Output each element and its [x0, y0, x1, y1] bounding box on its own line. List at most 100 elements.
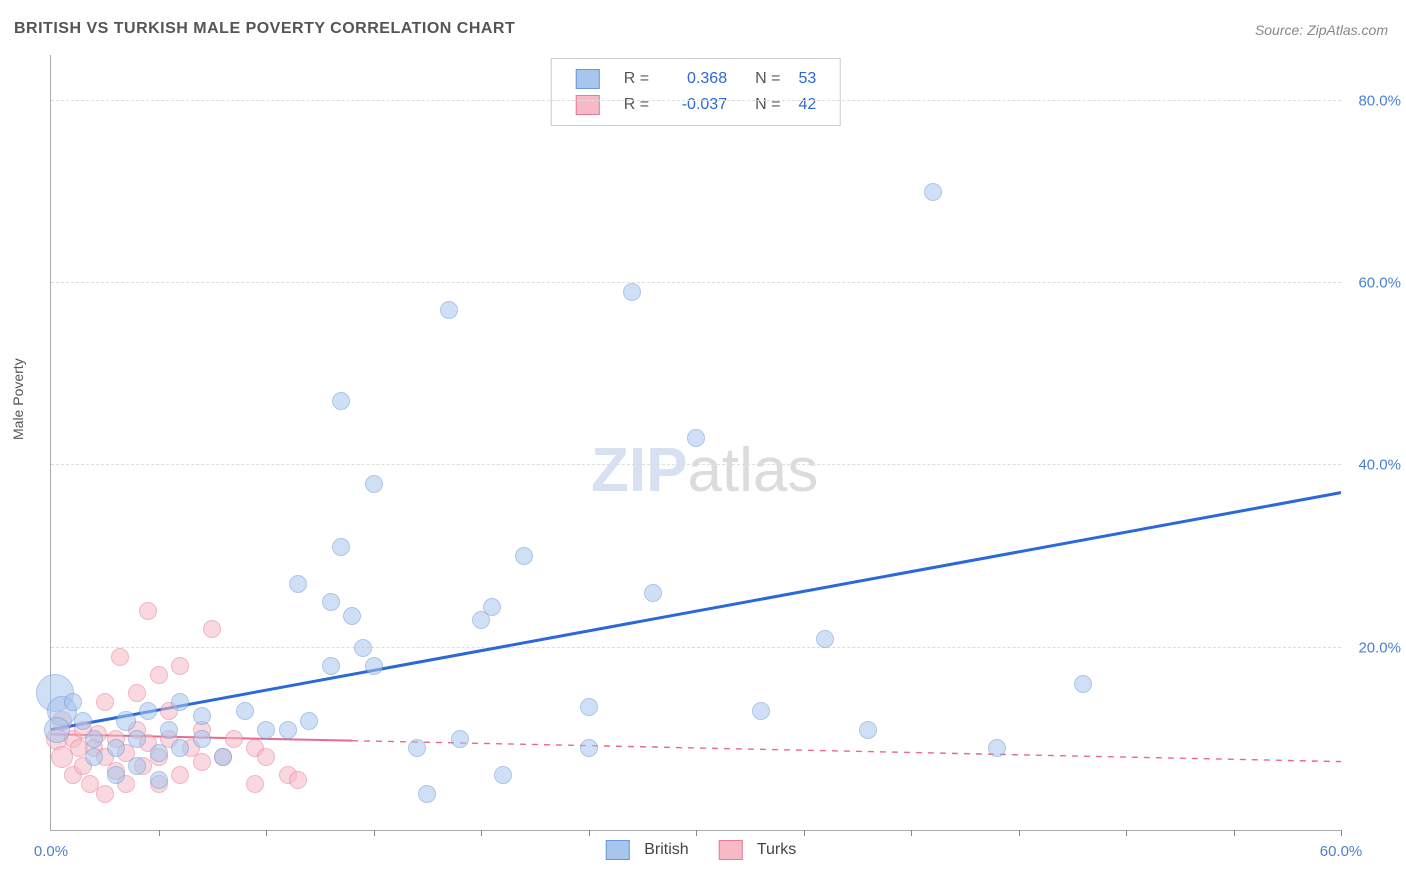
legend-n-label: N = [737, 67, 788, 91]
y-tick-label: 40.0% [1346, 457, 1401, 474]
scatter-point [96, 785, 114, 803]
y-tick-label: 60.0% [1346, 274, 1401, 291]
scatter-point [623, 283, 641, 301]
legend-n-label: N = [737, 93, 788, 117]
legend-swatch [576, 95, 600, 115]
legend-item: British [596, 841, 689, 858]
scatter-point [279, 721, 297, 739]
watermark: ZIPatlas [591, 435, 818, 506]
legend-n-value: 42 [790, 93, 824, 117]
scatter-point [257, 721, 275, 739]
scatter-point [580, 739, 598, 757]
scatter-point [171, 766, 189, 784]
scatter-point [236, 702, 254, 720]
gridline-h [51, 282, 1341, 283]
x-tick [481, 830, 482, 836]
scatter-point [203, 620, 221, 638]
scatter-point [225, 730, 243, 748]
gridline-h [51, 647, 1341, 648]
scatter-point [322, 593, 340, 611]
scatter-point [171, 693, 189, 711]
scatter-point [171, 739, 189, 757]
scatter-point [74, 712, 92, 730]
scatter-point [171, 657, 189, 675]
x-tick [911, 830, 912, 836]
scatter-point [418, 785, 436, 803]
scatter-point [150, 744, 168, 762]
scatter-point [515, 547, 533, 565]
scatter-point [107, 739, 125, 757]
scatter-point [580, 698, 598, 716]
scatter-point [1074, 675, 1092, 693]
legend-r-label: R = [616, 67, 657, 91]
source-label: Source: ZipAtlas.com [1255, 22, 1388, 38]
scatter-point [494, 766, 512, 784]
gridline-h [51, 464, 1341, 465]
scatter-point [300, 712, 318, 730]
scatter-point [150, 666, 168, 684]
scatter-point [257, 748, 275, 766]
scatter-point [483, 598, 501, 616]
scatter-point [343, 607, 361, 625]
legend-r-label: R = [616, 93, 657, 117]
y-axis-label: Male Poverty [10, 358, 26, 440]
legend-stat-row: R =0.368N =53 [568, 67, 824, 91]
x-tick [159, 830, 160, 836]
legend-stats: R =0.368N =53R =-0.037N =42 [551, 58, 841, 126]
scatter-point [160, 721, 178, 739]
x-tick [374, 830, 375, 836]
scatter-point [365, 657, 383, 675]
scatter-point [289, 771, 307, 789]
x-tick [1341, 830, 1342, 836]
scatter-point [354, 639, 372, 657]
legend-r-value: 0.368 [659, 67, 735, 91]
legend-swatch [606, 840, 630, 860]
x-tick [589, 830, 590, 836]
scatter-point [116, 711, 136, 731]
plot-area: ZIPatlas R =0.368N =53R =-0.037N =42 Bri… [50, 55, 1341, 831]
scatter-point [111, 648, 129, 666]
scatter-point [451, 730, 469, 748]
scatter-point [644, 584, 662, 602]
legend-item: Turks [709, 841, 797, 858]
legend-stat-row: R =-0.037N =42 [568, 93, 824, 117]
scatter-point [193, 753, 211, 771]
legend-series: British Turks [586, 840, 806, 860]
scatter-point [365, 475, 383, 493]
scatter-point [859, 721, 877, 739]
scatter-point [128, 757, 146, 775]
scatter-point [687, 429, 705, 447]
scatter-point [193, 730, 211, 748]
x-tick [804, 830, 805, 836]
x-tick [696, 830, 697, 836]
scatter-point [193, 707, 211, 725]
scatter-point [988, 739, 1006, 757]
x-tick [1019, 830, 1020, 836]
scatter-point [107, 766, 125, 784]
scatter-point [150, 771, 168, 789]
scatter-point [924, 183, 942, 201]
scatter-point [128, 730, 146, 748]
x-tick-label: 0.0% [34, 843, 68, 860]
scatter-point [816, 630, 834, 648]
chart-container: BRITISH VS TURKISH MALE POVERTY CORRELAT… [0, 0, 1406, 892]
watermark-atlas: atlas [687, 436, 818, 505]
legend-n-value: 53 [790, 67, 824, 91]
scatter-point [322, 657, 340, 675]
scatter-point [96, 693, 114, 711]
scatter-point [85, 730, 103, 748]
scatter-point [128, 684, 146, 702]
scatter-point [139, 702, 157, 720]
x-tick [266, 830, 267, 836]
scatter-point [289, 575, 307, 593]
y-tick-label: 80.0% [1346, 92, 1401, 109]
scatter-point [332, 538, 350, 556]
scatter-point [214, 748, 232, 766]
scatter-point [408, 739, 426, 757]
scatter-point [44, 717, 70, 743]
x-tick [1234, 830, 1235, 836]
legend-swatch [576, 69, 600, 89]
scatter-point [752, 702, 770, 720]
x-tick [1126, 830, 1127, 836]
legend-r-value: -0.037 [659, 93, 735, 117]
